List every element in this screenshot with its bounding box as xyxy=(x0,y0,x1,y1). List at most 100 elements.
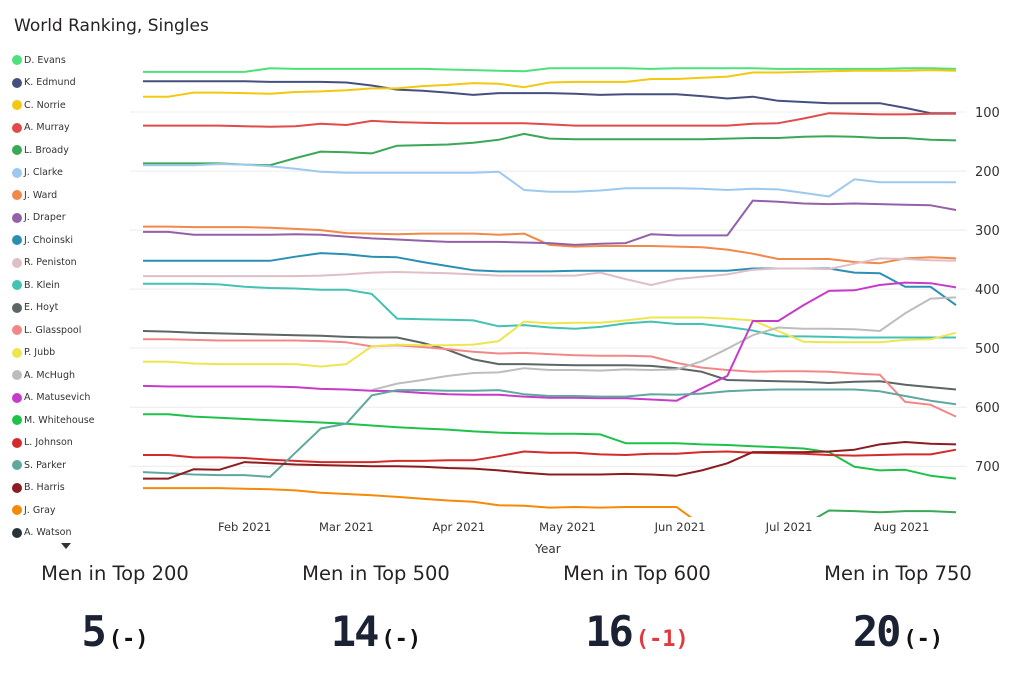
legend-item[interactable]: M. Whitehouse xyxy=(12,409,132,432)
legend-dot-icon xyxy=(12,257,22,268)
legend-label: M. Whitehouse xyxy=(24,414,95,426)
kpi-top-600: Men in Top 600 16 (-1) xyxy=(507,562,767,656)
legend-item[interactable]: R. Peniston xyxy=(12,252,132,275)
kpi-top-500: Men in Top 500 14 (-) xyxy=(246,562,506,656)
kpi-label: Men in Top 500 xyxy=(302,562,450,585)
x-tick-label: Jul 2021 xyxy=(765,520,813,534)
series-line-s-parker xyxy=(142,388,957,478)
legend-item[interactable]: B. Klein xyxy=(12,274,132,297)
legend-dot-icon xyxy=(12,392,22,403)
y-tick-label: 400 xyxy=(975,283,1000,298)
kpi-change: (-) xyxy=(108,627,149,652)
legend-dot-icon xyxy=(12,302,22,313)
legend-item[interactable]: P. Jubb xyxy=(12,342,132,365)
legend-item[interactable]: L. Broady xyxy=(12,139,132,162)
legend-dot-icon xyxy=(12,190,22,201)
kpi-label: Men in Top 200 xyxy=(41,562,189,585)
y-tick-label: 300 xyxy=(975,224,1000,239)
legend-item[interactable]: J. Draper xyxy=(12,207,132,230)
series-line-a-mchugh xyxy=(371,296,957,392)
series-line-j-draper xyxy=(143,199,957,246)
legend-item[interactable]: K. Edmund xyxy=(12,72,132,95)
legend-dot-icon xyxy=(12,145,22,156)
legend-item[interactable]: E. Hoyt xyxy=(12,297,132,320)
legend-dot-icon xyxy=(12,212,22,223)
legend-label: A. Watson xyxy=(24,527,72,539)
legend-label: J. Gray xyxy=(24,504,56,516)
series-line-d-evans xyxy=(143,67,957,73)
legend-item[interactable]: J. Choinski xyxy=(12,229,132,252)
kpi-change: (-) xyxy=(903,627,944,652)
series-line-r-peniston xyxy=(143,257,957,286)
legend-dot-icon xyxy=(12,325,22,336)
x-tick-label: Apr 2021 xyxy=(432,520,485,534)
legend-label: P. Jubb xyxy=(24,347,56,359)
x-tick-label: Feb 2021 xyxy=(218,520,271,534)
legend-dot-icon xyxy=(12,415,22,426)
legend-label: A. McHugh xyxy=(24,369,76,381)
y-tick-label: 700 xyxy=(975,460,1000,475)
legend-dot-icon xyxy=(12,167,22,178)
kpi-value: 20 xyxy=(852,607,902,656)
legend-item[interactable]: L. Johnson xyxy=(12,432,132,455)
legend-dot-icon xyxy=(12,55,22,66)
y-tick-label: 100 xyxy=(975,106,1000,121)
x-tick-label: Aug 2021 xyxy=(874,520,929,534)
legend-label: C. Norrie xyxy=(24,99,66,111)
legend-item[interactable]: D. Evans xyxy=(12,49,132,72)
legend-dot-icon xyxy=(12,460,22,471)
legend-item[interactable]: J. Clarke xyxy=(12,162,132,185)
legend-scroll-down-icon[interactable] xyxy=(61,543,71,549)
series-line-k-edmund xyxy=(143,80,956,115)
legend-dot-icon xyxy=(12,235,22,246)
series-line-a-murray xyxy=(143,112,956,128)
x-tick-label: May 2021 xyxy=(539,520,596,534)
legend-label: J. Choinski xyxy=(24,234,74,246)
kpi-change: (-1) xyxy=(635,627,689,652)
legend-dot-icon xyxy=(12,122,22,133)
kpi-top-200: Men in Top 200 5 (-) xyxy=(0,562,245,656)
legend-item[interactable]: L. Glasspool xyxy=(12,319,132,342)
legend-label: J. Clarke xyxy=(24,167,63,179)
kpi-label: Men in Top 600 xyxy=(563,562,711,585)
series-line-unlabeled xyxy=(815,509,957,517)
series-line-j-gray xyxy=(143,487,693,517)
legend-item[interactable]: A. Murray xyxy=(12,117,132,140)
chart-title: World Ranking, Singles xyxy=(14,16,209,36)
legend-label: E. Hoyt xyxy=(24,302,59,314)
legend-item[interactable]: J. Gray xyxy=(12,499,132,522)
kpi-top-750: Men in Top 750 20 (-) xyxy=(768,562,1024,656)
legend-dot-icon xyxy=(12,527,22,538)
x-tick-label: Mar 2021 xyxy=(319,520,374,534)
legend-item[interactable]: A. Matusevich xyxy=(12,387,132,410)
series-line-l-glasspool xyxy=(143,338,957,418)
legend-item[interactable]: A. Watson xyxy=(12,522,132,545)
series-line-j-ward xyxy=(143,225,957,265)
y-tick-label: 500 xyxy=(975,342,1000,357)
y-tick-label: 200 xyxy=(975,165,1000,180)
legend-item[interactable]: J. Ward xyxy=(12,184,132,207)
legend-item[interactable]: S. Parker xyxy=(12,454,132,477)
legend-dot-icon xyxy=(12,505,22,516)
legend-dot-icon xyxy=(12,347,22,358)
legend-label: B. Klein xyxy=(24,279,60,291)
legend-label: A. Matusevich xyxy=(24,392,91,404)
legend-dot-icon xyxy=(12,482,22,493)
series-line-l-broady xyxy=(143,132,957,167)
legend-item[interactable]: C. Norrie xyxy=(12,94,132,117)
kpi-value: 5 xyxy=(81,607,106,656)
legend-label: B. Harris xyxy=(24,482,65,494)
kpi-value: 14 xyxy=(330,607,380,656)
legend-label: S. Parker xyxy=(24,459,67,471)
legend-item[interactable]: B. Harris xyxy=(12,477,132,500)
legend-label: L. Johnson xyxy=(24,437,73,449)
legend-label: D. Evans xyxy=(24,54,66,66)
series-line-b-klein xyxy=(143,282,956,339)
legend-label: J. Draper xyxy=(24,212,66,224)
legend-dot-icon xyxy=(12,280,22,291)
legend-label: R. Peniston xyxy=(24,257,77,269)
legend-dot-icon xyxy=(12,100,22,111)
legend-item[interactable]: A. McHugh xyxy=(12,364,132,387)
series-line-b-harris xyxy=(143,441,957,480)
legend-label: L. Glasspool xyxy=(24,324,82,336)
